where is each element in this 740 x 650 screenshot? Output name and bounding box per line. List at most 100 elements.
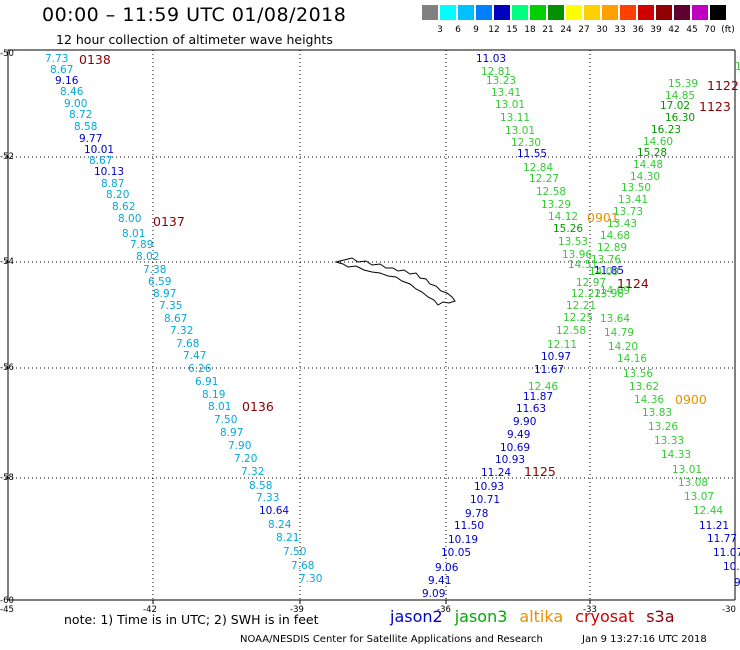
wave-height-point: 13.29	[541, 199, 571, 211]
wave-height-point: 9.16	[55, 75, 79, 87]
latitude-label: -58	[0, 473, 14, 483]
wave-height-point: 6.91	[195, 376, 218, 388]
pass-number-label: 0900	[675, 392, 707, 407]
wave-height-point: 11.07	[713, 547, 740, 559]
wave-height-point: 12.46	[528, 381, 558, 393]
wave-height-point: 8.24	[268, 519, 292, 531]
wave-height-point: 13.50	[621, 182, 651, 194]
wave-height-point: 13.07	[684, 491, 714, 503]
wave-height-point: 14.79	[604, 327, 634, 339]
legend-label: 24	[560, 25, 572, 35]
wave-height-point: 7.50	[214, 414, 237, 426]
wave-height-point: 12.58	[536, 186, 566, 198]
map-grid	[5, 49, 736, 604]
wave-height-point: 8.20	[106, 189, 129, 201]
pass-number-label: 1124	[617, 276, 649, 291]
wave-height-point: 10.64	[259, 505, 289, 517]
credit-timestamp: Jan 9 13:27:16 UTC 2018	[582, 634, 707, 645]
legend-swatch	[530, 5, 547, 20]
legend-label: 21	[542, 25, 554, 35]
altimeter-tracks: 7.738.679.168.469.008.728.589.7710.018.6…	[45, 53, 740, 600]
wave-height-point: 12.58	[556, 325, 586, 337]
pass-number-label: 0136	[242, 399, 274, 414]
satellite-name-s3a: s3a	[646, 607, 675, 626]
wave-height-point: 12.97	[576, 277, 606, 289]
wave-height-point: 8.67	[164, 313, 187, 325]
latitude-label: -54	[0, 257, 14, 267]
wave-height-point: 11.85	[594, 265, 624, 277]
wave-height-point: 7.68	[291, 560, 314, 572]
wave-height-point: 13.98	[594, 288, 624, 300]
wave-height-point: 17.02	[660, 100, 690, 112]
wave-height-point: 12.25	[563, 312, 593, 324]
wave-height-point: 13.56	[623, 368, 653, 380]
wave-height-point: 8.01	[208, 401, 231, 413]
wave-height-point: 13.73	[613, 206, 643, 218]
longitude-label: -39	[290, 605, 304, 615]
legend-label: 39	[650, 25, 662, 35]
wave-height-point: 13.08	[678, 477, 708, 489]
wave-height-point: 7.35	[159, 300, 182, 312]
legend-swatch	[458, 5, 475, 20]
wave-height-point: 12.22	[571, 288, 601, 300]
wave-height-point: 11.77	[707, 533, 737, 545]
wave-height-point: 14.51	[568, 259, 598, 271]
wave-height-point: 10.05	[441, 547, 471, 559]
latitude-label: -52	[0, 152, 14, 162]
wave-height-point: 12.81	[481, 66, 511, 78]
wave-height-point: 11.63	[516, 403, 546, 415]
wave-height-point: 13.62	[629, 381, 659, 393]
wave-height-point: 16	[735, 61, 740, 73]
longitude-label: -36	[437, 605, 451, 615]
wave-height-point: 8.19	[202, 389, 225, 401]
legend-swatch	[548, 5, 565, 20]
wave-height-point: 14.60	[643, 136, 673, 148]
legend-label: 33	[614, 25, 626, 35]
legend-swatch	[674, 5, 691, 20]
legend-swatch	[476, 5, 493, 20]
wave-height-point: 10.	[723, 561, 740, 573]
legend-swatch	[584, 5, 601, 20]
wave-height-point: 7.33	[256, 492, 279, 504]
wave-height-point: 7.47	[183, 350, 206, 362]
wave-height-point: 8.87	[101, 178, 124, 190]
legend-swatch	[638, 5, 655, 20]
wave-height-point: 13.01	[495, 99, 525, 111]
wave-height-point: 6.59	[148, 276, 171, 288]
wave-height-point: 14.33	[661, 449, 691, 461]
wave-height-point: 15.39	[668, 78, 698, 90]
latitude-label: -50	[0, 49, 14, 59]
wave-height-point: 7.73	[45, 53, 68, 65]
wave-height-point: 9	[734, 577, 740, 589]
pass-number-label: 1125	[524, 464, 556, 479]
legend-swatch	[422, 5, 439, 20]
longitude-label: -30	[722, 605, 736, 615]
wave-height-point: 9.77	[79, 133, 102, 145]
wave-height-point: 8.58	[74, 121, 97, 133]
legend-label: 42	[668, 25, 680, 35]
wave-height-point: 9.78	[465, 508, 488, 520]
wave-height-point: 8.01	[122, 228, 145, 240]
legend-label: 12	[488, 25, 500, 35]
wave-height-point: 13.41	[491, 87, 521, 99]
wave-height-point: 13.43	[607, 218, 637, 230]
wave-height-point: 13.64	[600, 313, 630, 325]
wave-height-point: 10.19	[448, 534, 478, 546]
wave-height-point: 7.32	[241, 466, 264, 478]
wave-height-point: 13.83	[642, 407, 672, 419]
credit-text: NOAA/NESDIS Center for Satellite Applica…	[240, 634, 543, 645]
wave-height-point: 12.84	[523, 162, 553, 174]
wave-height-point: 16.23	[651, 124, 681, 136]
legend-swatch	[656, 5, 673, 20]
wave-height-point: 8.58	[249, 480, 272, 492]
wave-height-point: 9.09	[422, 588, 445, 600]
wave-height-point: 11.87	[523, 391, 553, 403]
wave-height-point: 9.49	[507, 429, 530, 441]
wave-height-point: 8.21	[276, 532, 299, 544]
wave-height-point: 9.00	[64, 98, 87, 110]
wave-height-point: 7.20	[234, 453, 257, 465]
wave-height-point: 8.67	[89, 155, 112, 167]
wave-height-point: 11.67	[534, 364, 564, 376]
wave-height-point: 13.26	[648, 421, 678, 433]
